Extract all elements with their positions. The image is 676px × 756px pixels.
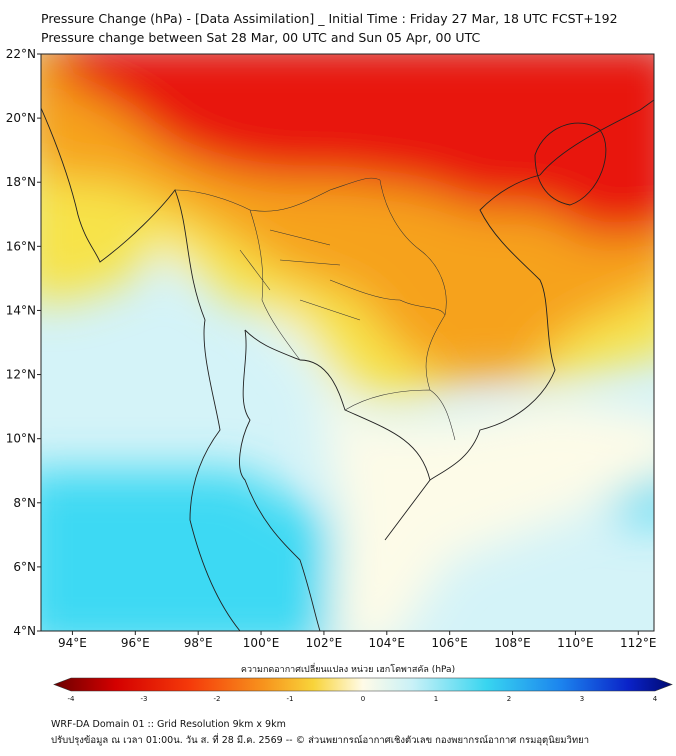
border-thailand-east — [329, 279, 446, 391]
colorbar-ticks: -4 -3 -2 -1 0 1 2 3 4 — [68, 695, 658, 703]
map-title: Pressure Change (hPa) - [Data Assimilati… — [41, 11, 618, 26]
colorbar-tick-label: -4 — [68, 695, 76, 703]
lon-label: 102°E — [306, 636, 343, 650]
colorbar-tick-label: 2 — [507, 695, 511, 703]
lat-label: 6°N — [13, 560, 36, 574]
coast-myanmar — [41, 107, 241, 631]
lon-label: 110°E — [557, 636, 594, 650]
border-thailand-west — [249, 209, 301, 361]
lat-label: 14°N — [6, 303, 36, 317]
coast-vietnam — [429, 174, 556, 481]
latitude-axis: 22°N 20°N 18°N 16°N 14°N 12°N 10°N 8°N 6°N 4°N — [6, 47, 41, 638]
coast-hainan — [534, 122, 607, 206]
lat-label: 8°N — [13, 496, 36, 510]
field-neutral-band — [130, 240, 654, 631]
lon-label: 98°E — [184, 636, 213, 650]
lon-label: 96°E — [121, 636, 150, 650]
colorbar-title: ความกดอากาศเปลี่ยนแปลง หน่วย เฮกโตพาสคัล… — [241, 662, 455, 675]
lat-label: 16°N — [6, 239, 36, 253]
lon-label: 112°E — [620, 636, 657, 650]
border-cambodia — [344, 389, 456, 441]
colorbar-tick-label: 3 — [580, 695, 584, 703]
field-strong-fall — [53, 54, 654, 240]
colorbar-tick-label: 4 — [653, 695, 658, 703]
lon-label: 108°E — [494, 636, 531, 650]
lat-label: 20°N — [6, 111, 36, 125]
map-border — [40, 53, 655, 632]
colorbar-tick-label: -1 — [287, 695, 294, 703]
map-subtitle: Pressure change between Sat 28 Mar, 00 U… — [41, 30, 481, 45]
pressure-field — [41, 54, 654, 631]
lat-label: 18°N — [6, 175, 36, 189]
lon-label: 106°E — [431, 636, 468, 650]
coast-south-china — [539, 99, 654, 176]
admin-borders — [174, 177, 456, 441]
colorbar-tick-label: 1 — [434, 695, 438, 703]
field-rise-southwest — [41, 470, 330, 631]
coast-thailand-cambodia — [244, 329, 431, 541]
footer-model-info: WRF-DA Domain 01 :: Grid Resolution 9km … — [51, 719, 286, 730]
coastlines — [41, 99, 654, 631]
border-laos-vietnam — [379, 179, 447, 316]
lat-label: 4°N — [13, 624, 36, 638]
lat-label: 12°N — [6, 368, 36, 382]
colorbar-tick-label: -2 — [214, 695, 221, 703]
lon-label: 104°E — [369, 636, 406, 650]
coast-peninsula — [239, 329, 321, 631]
colorbar-tick-label: -3 — [141, 695, 148, 703]
lat-label: 22°N — [6, 47, 36, 61]
border-north — [174, 177, 381, 212]
colorbar-tick-label: 0 — [361, 695, 365, 703]
longitude-axis: 94°E 96°E 98°E 100°E 102°E 104°E 106°E 108°E 110… — [58, 631, 657, 650]
border-provinces — [239, 229, 361, 321]
lat-label: 10°N — [6, 432, 36, 446]
colorbar — [53, 677, 673, 692]
lon-label: 94°E — [58, 636, 87, 650]
lon-label: 100°E — [243, 636, 280, 650]
footer-credits: ปรับปรุงข้อมูล ณ เวลา 01:00น. วัน ส. ที่… — [51, 735, 590, 746]
